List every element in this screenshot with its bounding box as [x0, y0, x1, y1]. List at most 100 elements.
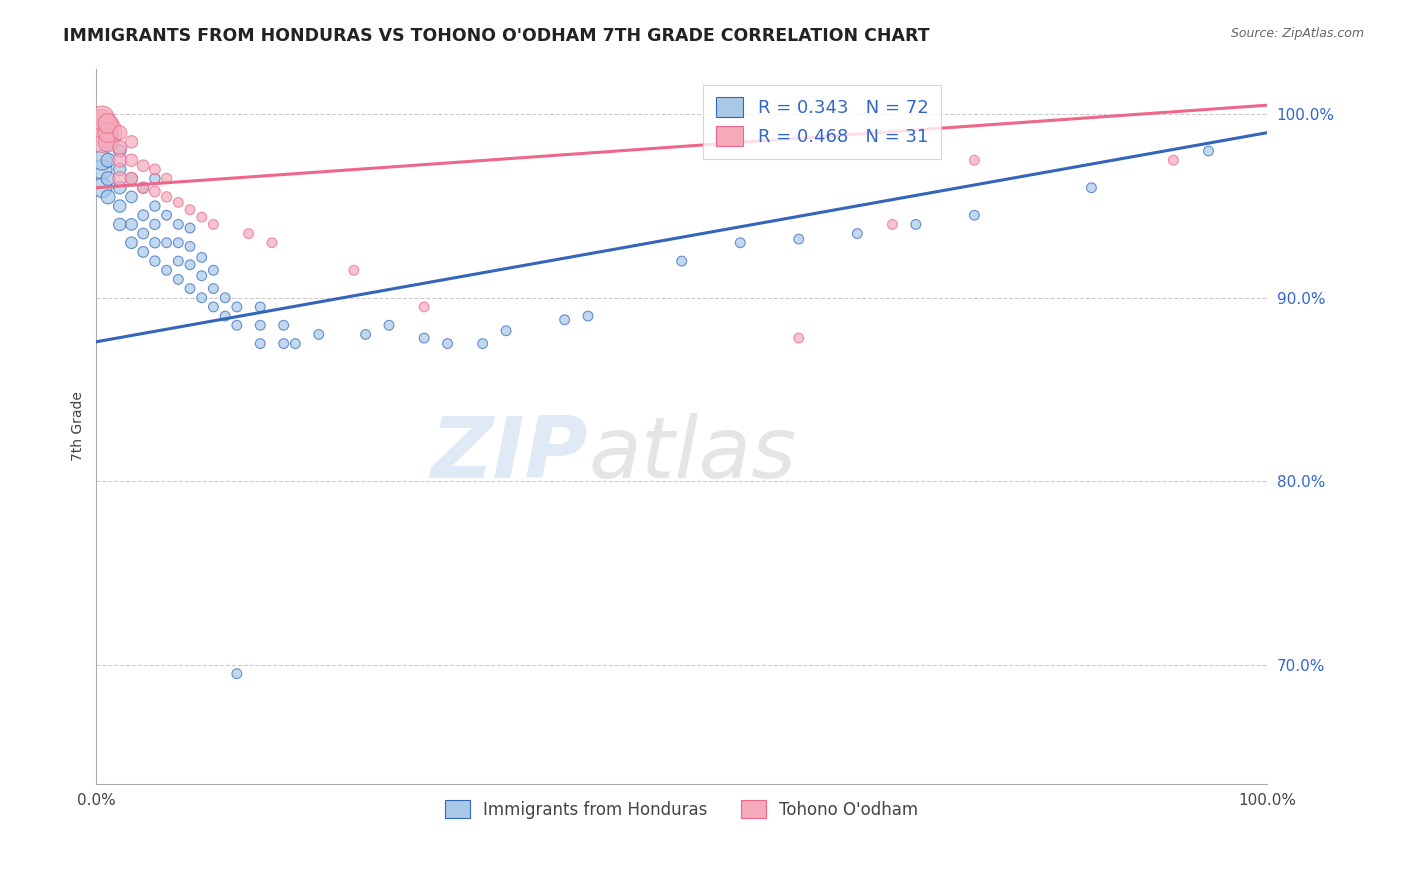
Point — [143, 171, 166, 186]
Point — [214, 309, 236, 323]
Point — [143, 254, 166, 268]
Point — [787, 331, 810, 345]
Point — [108, 140, 131, 154]
Point — [91, 153, 114, 168]
Point — [1163, 153, 1185, 168]
Point — [108, 153, 131, 168]
Point — [97, 153, 120, 168]
Legend: Immigrants from Honduras, Tohono O'odham: Immigrants from Honduras, Tohono O'odham — [439, 794, 925, 825]
Point — [202, 263, 225, 277]
Point — [308, 327, 330, 342]
Point — [225, 318, 247, 333]
Point — [155, 190, 177, 204]
Point — [143, 185, 166, 199]
Point — [576, 309, 599, 323]
Point — [354, 327, 377, 342]
Point — [108, 126, 131, 140]
Point — [190, 210, 212, 224]
Point — [155, 171, 177, 186]
Point — [121, 218, 143, 232]
Point — [97, 171, 120, 186]
Point — [143, 199, 166, 213]
Point — [179, 258, 201, 272]
Point — [97, 116, 120, 130]
Point — [155, 235, 177, 250]
Point — [97, 190, 120, 204]
Point — [249, 318, 271, 333]
Point — [787, 232, 810, 246]
Point — [963, 153, 986, 168]
Point — [436, 336, 458, 351]
Point — [143, 162, 166, 177]
Point — [97, 126, 120, 140]
Point — [1080, 180, 1102, 194]
Point — [143, 218, 166, 232]
Point — [238, 227, 260, 241]
Point — [904, 218, 927, 232]
Point — [91, 162, 114, 177]
Point — [284, 336, 307, 351]
Point — [1198, 144, 1220, 158]
Point — [97, 126, 120, 140]
Point — [554, 312, 576, 326]
Point — [167, 254, 190, 268]
Point — [121, 235, 143, 250]
Point — [495, 324, 517, 338]
Point — [882, 218, 904, 232]
Point — [378, 318, 401, 333]
Point — [91, 116, 114, 130]
Point — [97, 116, 120, 130]
Point — [260, 235, 283, 250]
Point — [249, 300, 271, 314]
Point — [963, 208, 986, 222]
Text: ZIP: ZIP — [430, 413, 588, 496]
Point — [671, 254, 693, 268]
Text: atlas: atlas — [588, 413, 796, 496]
Point — [132, 208, 155, 222]
Text: IMMIGRANTS FROM HONDURAS VS TOHONO O'ODHAM 7TH GRADE CORRELATION CHART: IMMIGRANTS FROM HONDURAS VS TOHONO O'ODH… — [63, 27, 929, 45]
Point — [121, 135, 143, 149]
Point — [167, 195, 190, 210]
Point — [273, 318, 295, 333]
Point — [132, 180, 155, 194]
Point — [225, 666, 247, 681]
Point — [214, 291, 236, 305]
Point — [179, 282, 201, 296]
Point — [179, 221, 201, 235]
Point — [190, 268, 212, 283]
Point — [132, 159, 155, 173]
Point — [108, 162, 131, 177]
Point — [728, 235, 751, 250]
Point — [121, 190, 143, 204]
Point — [155, 208, 177, 222]
Y-axis label: 7th Grade: 7th Grade — [72, 392, 86, 461]
Point — [225, 300, 247, 314]
Point — [202, 218, 225, 232]
Point — [108, 171, 131, 186]
Point — [155, 263, 177, 277]
Point — [471, 336, 494, 351]
Point — [132, 244, 155, 259]
Point — [97, 135, 120, 149]
Point — [249, 336, 271, 351]
Text: Source: ZipAtlas.com: Source: ZipAtlas.com — [1230, 27, 1364, 40]
Point — [343, 263, 366, 277]
Point — [108, 144, 131, 158]
Point — [132, 180, 155, 194]
Point — [91, 180, 114, 194]
Point — [167, 218, 190, 232]
Point — [273, 336, 295, 351]
Point — [108, 180, 131, 194]
Point — [846, 227, 869, 241]
Point — [202, 282, 225, 296]
Point — [202, 300, 225, 314]
Point — [121, 171, 143, 186]
Point — [413, 300, 436, 314]
Point — [97, 135, 120, 149]
Point — [179, 239, 201, 253]
Point — [179, 202, 201, 217]
Point — [132, 227, 155, 241]
Point — [143, 235, 166, 250]
Point — [108, 199, 131, 213]
Point — [121, 171, 143, 186]
